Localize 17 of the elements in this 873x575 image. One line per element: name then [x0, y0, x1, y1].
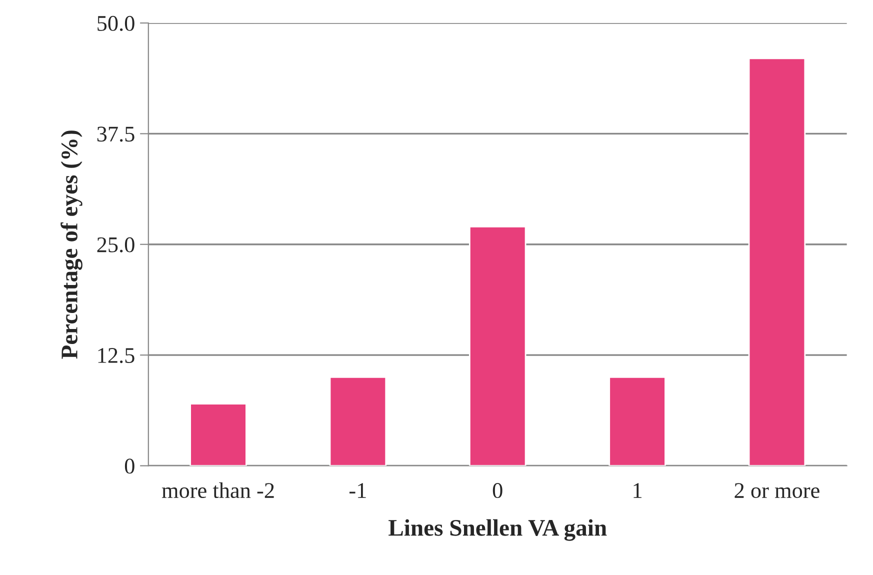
bar — [748, 58, 806, 466]
bar — [329, 376, 387, 466]
bar — [190, 403, 247, 466]
y-tick-label: 25.0 — [97, 237, 134, 252]
x-tick-label: 0 — [492, 483, 502, 498]
x-tick-label: more than -2 — [162, 482, 274, 498]
x-tick-label: -1 — [350, 483, 366, 498]
x-axis-title: Lines Snellen VA gain — [388, 519, 607, 541]
x-tick-label: 2 or more — [734, 483, 820, 498]
y-tick-label: 0 — [124, 458, 134, 474]
x-tick-label: 1 — [634, 483, 642, 498]
y-axis-title: Percentage of eyes (%) — [60, 130, 82, 359]
bar — [468, 226, 526, 466]
y-tick-label: 50.0 — [98, 16, 134, 32]
y-tick-label: 12.5 — [98, 348, 134, 364]
y-tick-label: 37.5 — [97, 126, 134, 142]
bar — [608, 376, 666, 466]
